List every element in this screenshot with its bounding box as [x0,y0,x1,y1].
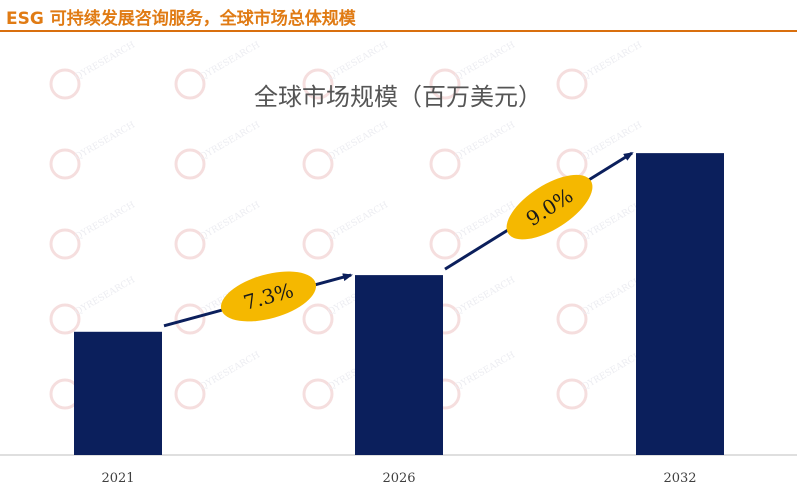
watermark-text: QYRESEARCH [327,200,391,242]
watermark-text: QYRESEARCH [327,120,391,162]
watermark-text: QYRESEARCH [74,275,138,317]
watermark-text: QYRESEARCH [454,200,518,242]
watermark-text: QYRESEARCH [581,275,645,317]
watermark-logo: QYRESEARCH [174,40,263,100]
watermark-text: QYRESEARCH [581,120,645,162]
cagr-badge [220,271,317,322]
watermark-text: QYRESEARCH [74,40,138,82]
watermark-logo: QYRESEARCH [49,120,138,180]
bar-2021 [74,331,162,455]
watermark-text: QYRESEARCH [327,40,391,82]
watermark-logo: QYRESEARCH [556,350,645,410]
watermark-logo: QYRESEARCH [49,275,138,335]
watermark-logo: QYRESEARCH [174,200,263,260]
watermark-text: QYRESEARCH [199,120,263,162]
watermark-text: QYRESEARCH [199,40,263,82]
watermark-logo: QYRESEARCH [302,200,391,260]
watermark-logo: QYRESEARCH [429,120,518,180]
watermark-logo: QYRESEARCH [174,120,263,180]
watermark-logo: QYRESEARCH [556,275,645,335]
bar-2032 [636,153,724,455]
x-tick-label: 2032 [663,471,696,486]
watermark-text: QYRESEARCH [581,200,645,242]
bar-2026 [355,275,443,455]
header-title: ESG 可持续发展咨询服务，全球市场总体规模 [6,9,356,29]
watermark-text: QYRESEARCH [581,40,645,82]
watermark-logo: QYRESEARCH [174,350,263,410]
watermark-logo: QYRESEARCH [429,275,518,335]
watermark-logo: QYRESEARCH [556,120,645,180]
watermark-text: QYRESEARCH [74,120,138,162]
page-header: ESG 可持续发展咨询服务，全球市场总体规模 [0,0,797,32]
watermark-text: QYRESEARCH [199,350,263,392]
watermark-text: QYRESEARCH [454,40,518,82]
watermark-text: QYRESEARCH [581,350,645,392]
watermark-text: QYRESEARCH [454,350,518,392]
watermark-logo: QYRESEARCH [556,40,645,100]
watermark-text: QYRESEARCH [74,200,138,242]
watermark-text: QYRESEARCH [199,200,263,242]
x-tick-label: 2021 [101,471,134,486]
header-divider [0,30,797,32]
watermark-logo: QYRESEARCH [49,40,138,100]
watermark-text: QYRESEARCH [454,275,518,317]
watermark-logo: QYRESEARCH [302,120,391,180]
cagr-badge [506,174,593,240]
bar-chart: QYRESEARCH QYRESEARCH QYRESEARCH QYRESEARCH… [0,40,797,486]
watermark-logo: QYRESEARCH [429,200,518,260]
watermark-text: QYRESEARCH [454,120,518,162]
chart-area: QYRESEARCH QYRESEARCH QYRESEARCH QYRESEARCH… [0,32,797,493]
watermark-logo: QYRESEARCH [49,200,138,260]
x-tick-label: 2026 [382,471,415,486]
watermark-logo: QYRESEARCH [429,350,518,410]
chart-title: 全球市场规模（百万美元） [254,83,542,111]
